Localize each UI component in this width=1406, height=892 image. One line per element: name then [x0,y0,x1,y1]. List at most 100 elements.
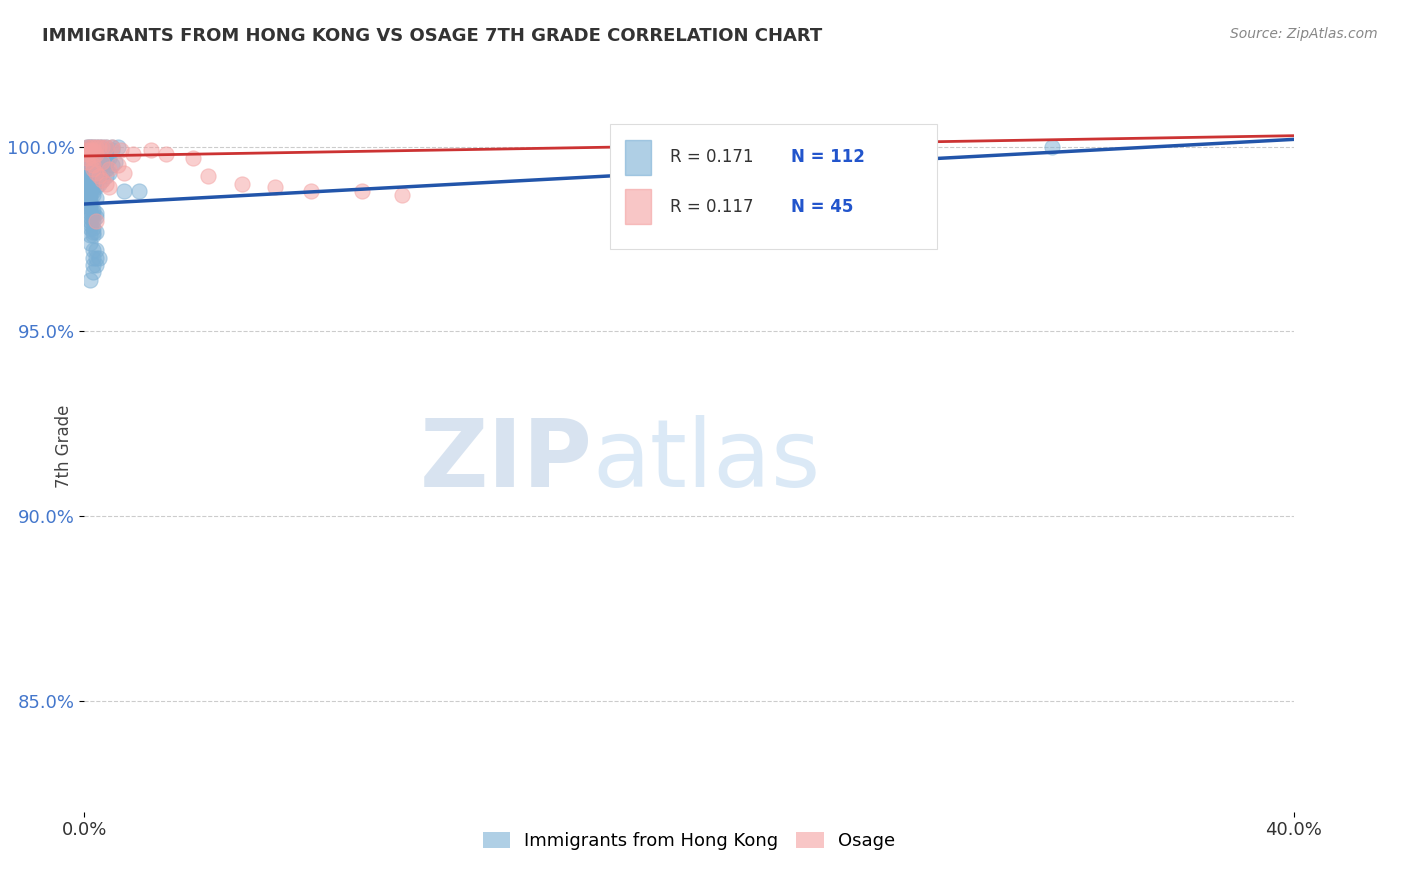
Text: R = 0.171: R = 0.171 [669,148,754,166]
Point [86,140,108,154]
Point [76,187,98,202]
Point [89,161,111,176]
FancyBboxPatch shape [610,124,936,249]
Point [86,180,108,194]
Point [231,177,253,191]
Point [94,169,117,184]
Point [94,144,117,158]
Point [82,173,104,187]
Point [79,199,101,213]
Point [89,144,111,158]
Point [76,158,98,172]
Point [79,273,101,287]
Point [89,147,111,161]
Point [76,199,98,213]
Point [86,140,108,154]
Point [82,144,104,158]
Point [79,140,101,154]
Point [94,140,117,154]
Point [82,147,104,161]
Point [82,140,104,154]
Point [299,184,322,198]
Point [82,158,104,172]
Point [82,144,104,158]
Point [82,161,104,176]
Point [76,154,98,169]
Point [79,173,101,187]
Point [76,140,98,154]
Point [79,202,101,217]
Point [86,147,108,161]
Point [82,177,104,191]
Point [76,144,98,158]
Point [79,184,101,198]
Legend: Immigrants from Hong Kong, Osage: Immigrants from Hong Kong, Osage [475,825,903,857]
Point [197,169,219,184]
Point [86,144,108,158]
Point [181,151,204,165]
Point [89,140,111,154]
Point [86,206,108,220]
Point [86,258,108,272]
Point [76,151,98,165]
Point [79,195,101,210]
Point [79,213,101,227]
Point [76,154,98,169]
Point [86,166,108,180]
Point [86,213,108,227]
Point [79,166,101,180]
Point [107,140,129,154]
Point [76,166,98,180]
Point [82,180,104,194]
Point [94,140,117,154]
Point [82,151,104,165]
Point [82,187,104,202]
Point [100,158,122,172]
Point [79,192,101,206]
Point [1040,140,1063,154]
Point [91,173,114,187]
Point [263,180,285,194]
Point [97,166,120,180]
Point [82,151,104,165]
Point [97,151,120,165]
Point [76,169,98,184]
Point [91,158,114,172]
Text: ZIP: ZIP [419,415,592,507]
Point [91,140,114,154]
Point [76,177,98,191]
Point [97,180,120,194]
Point [89,154,111,169]
Point [110,144,132,158]
Text: atlas: atlas [592,415,821,507]
Point [112,166,135,180]
Point [79,177,101,191]
Point [79,180,101,194]
Point [82,228,104,243]
Point [94,177,117,191]
Point [79,154,101,169]
Point [79,235,101,250]
Point [82,184,104,198]
Point [89,251,111,265]
Point [77,144,100,158]
FancyBboxPatch shape [624,189,651,225]
Point [82,140,104,154]
Point [82,169,104,184]
Point [89,169,111,184]
Point [79,210,101,224]
Point [79,169,101,184]
Point [79,228,101,243]
Point [82,158,104,172]
Point [94,154,117,169]
Point [76,161,98,176]
Point [100,140,122,154]
Point [86,147,108,161]
Point [82,258,104,272]
Point [100,140,122,154]
Point [97,161,120,176]
Point [79,161,101,176]
Point [139,144,162,158]
Point [76,184,98,198]
Point [391,187,413,202]
